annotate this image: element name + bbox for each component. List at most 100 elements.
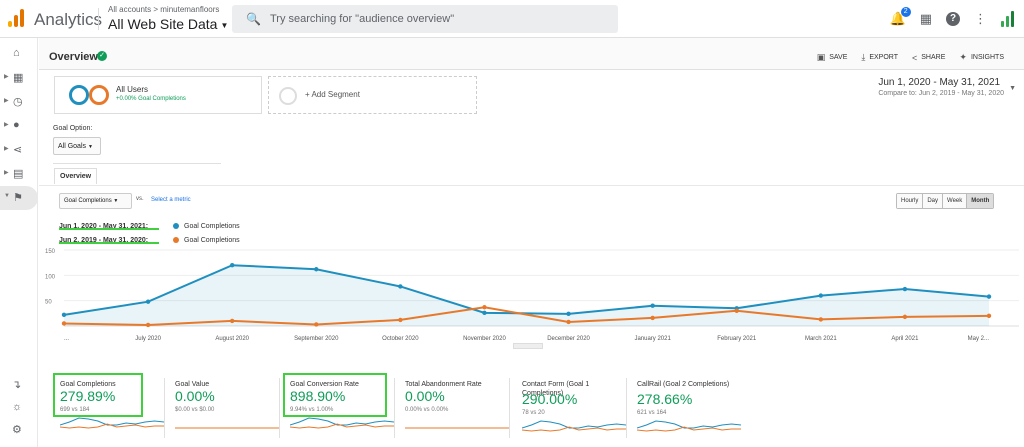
scorecard[interactable]: Goal Value 0.00% $0.00 vs $0.00	[167, 370, 279, 436]
scorecard[interactable]: Total Abandonment Rate 0.00% 0.00% vs 0.00…	[397, 370, 509, 436]
scorecard-comparison: 78 vs 20	[522, 410, 545, 416]
data-point-compare	[482, 305, 487, 310]
behavior-icon: ▤	[13, 168, 24, 180]
nav-acquisition[interactable]: ▶ ⋖	[0, 138, 38, 162]
export-button[interactable]: ⤓ EXPORT	[861, 52, 898, 63]
sparkline-compare	[290, 423, 394, 429]
x-tick-label: May 2...	[968, 336, 990, 342]
scorecard-sparkline	[637, 420, 741, 432]
segment-sub: +0.00% Goal Completions	[116, 96, 186, 102]
scorecard-comparison: 699 vs 184	[60, 407, 90, 413]
legend-row-current: Jun 1, 2020 - May 31, 2021: Goal Complet…	[59, 219, 240, 233]
data-point-current	[650, 303, 655, 308]
scorecard-comparison: 9.94% vs 1.00%	[290, 407, 334, 413]
granularity-toggle: Hourly Day Week Month	[896, 193, 995, 209]
granularity-day[interactable]: Day	[923, 194, 944, 208]
select-metric-link[interactable]: Select a metric	[151, 197, 191, 203]
highlight-underline-compare	[59, 242, 159, 244]
x-tick-label: October 2020	[382, 336, 419, 342]
insights-icon: ✦	[959, 52, 967, 62]
scorecard-value: 898.90%	[290, 388, 346, 404]
data-point-current	[902, 286, 908, 292]
scorecard-value: 278.66%	[637, 391, 693, 407]
clock-icon: ◷	[13, 96, 23, 108]
date-range-primary: Jun 1, 2020 - May 31, 2021	[878, 77, 1001, 88]
sparkline-compare	[60, 423, 164, 429]
nav-home[interactable]: ⌂	[0, 42, 38, 66]
metric-select[interactable]: Goal Completions ▼	[59, 193, 132, 209]
account-name: All Web Site Data	[108, 16, 218, 32]
scorecard-divider	[164, 378, 165, 438]
more-vert-icon[interactable]: ⋮	[974, 11, 987, 26]
scorecard[interactable]: Goal Completions 279.89% 699 vs 184	[52, 370, 164, 436]
y-tick-label: 100	[45, 274, 56, 280]
chevron-down-icon: ▼	[1009, 85, 1016, 92]
scorecard-sparkline	[522, 420, 626, 432]
nav-behavior[interactable]: ▶ ▤	[0, 162, 38, 186]
series-line-compare	[63, 306, 990, 326]
date-range-picker[interactable]: Jun 1, 2020 - May 31, 2021 Compare to: J…	[878, 77, 1016, 97]
data-point-compare	[61, 321, 67, 326]
segment-all-users[interactable]: All Users +0.00% Goal Completions	[54, 76, 262, 114]
data-point-current	[566, 311, 571, 317]
gear-icon[interactable]: ⚙	[12, 424, 22, 436]
connector-icon[interactable]: ↴	[12, 379, 22, 391]
scorecard[interactable]: Goal Conversion Rate 898.90% 9.94% vs 1.00…	[282, 370, 394, 436]
apps-grid-icon[interactable]: ▦	[919, 11, 932, 26]
scorecard[interactable]: CallRail (Goal 2 Completions) 278.66% 621 …	[629, 370, 741, 436]
person-icon: ●	[13, 119, 20, 131]
notification-badge: 2	[900, 7, 911, 17]
help-icon[interactable]: ?	[946, 12, 960, 26]
vs-label: vs.	[136, 196, 144, 202]
chart-resize-handle[interactable]	[513, 343, 543, 349]
nav-realtime[interactable]: ▶ ◷	[0, 90, 38, 114]
analytics-logo[interactable]	[8, 9, 24, 27]
bulb-icon[interactable]: ☼	[12, 401, 23, 413]
analytics-mini-logo-icon[interactable]	[1001, 11, 1014, 27]
nav-audience[interactable]: ▶ ●	[0, 114, 38, 138]
data-point-current	[482, 310, 487, 316]
y-tick-label: 150	[45, 249, 56, 255]
scorecard-label: CallRail (Goal 2 Completions)	[637, 381, 730, 388]
save-icon: ▣	[816, 52, 826, 62]
scorecard-divider	[394, 378, 395, 438]
sparkline-current	[60, 417, 164, 426]
home-icon: ⌂	[13, 47, 20, 59]
add-segment-button[interactable]: + Add Segment	[268, 76, 477, 114]
app-title: Analytics	[34, 10, 103, 29]
data-point-current	[986, 294, 992, 299]
scorecard-label: Goal Value	[175, 381, 210, 388]
add-segment-circle-icon	[279, 87, 297, 105]
nav-conversions[interactable]: ▼ ⚑	[0, 186, 38, 210]
granularity-hourly[interactable]: Hourly	[897, 194, 924, 208]
scorecard-sparkline	[290, 417, 394, 429]
x-tick-label: ...	[64, 336, 69, 342]
data-point-compare	[229, 318, 235, 324]
tab-overview[interactable]: Overview	[54, 168, 97, 184]
account-selector[interactable]: All Web Site Data ▼	[108, 16, 228, 32]
goal-completions-chart[interactable]: 150 100 50... July 2020 August 2020 September…	[39, 248, 1024, 343]
add-segment-label: + Add Segment	[305, 90, 360, 99]
legend-date-current: Jun 1, 2020 - May 31, 2021:	[59, 222, 149, 230]
metric-select-value: Goal Completions	[64, 198, 112, 204]
goal-option-select[interactable]: All Goals ▼	[53, 137, 101, 155]
save-button[interactable]: ▣ SAVE	[817, 52, 848, 63]
highlight-box	[283, 373, 387, 417]
scorecard-label: Goal Conversion Rate	[290, 381, 359, 388]
account-breadcrumb[interactable]: All accounts > minutemanfloors	[108, 5, 220, 14]
notifications-bell-icon[interactable]: 🔔 2	[890, 7, 911, 27]
segment-ring-icon	[69, 85, 89, 105]
granularity-week[interactable]: Week	[943, 194, 968, 208]
nav-customization[interactable]: ▶ ▦	[0, 66, 38, 90]
data-point-current	[229, 263, 235, 268]
x-tick-label: July 2020	[135, 336, 161, 342]
granularity-month[interactable]: Month	[967, 194, 994, 208]
insights-button[interactable]: ✦ INSIGHTS	[959, 52, 1004, 63]
scorecard[interactable]: Contact Form (Goal 1 Completions) 290.00%…	[514, 370, 626, 436]
share-button[interactable]: < SHARE	[912, 52, 945, 63]
scorecard-divider	[279, 378, 280, 438]
search-bar[interactable]: 🔍 Try searching for "audience overview"	[232, 5, 618, 33]
legend-dot-current	[173, 223, 179, 229]
scorecard-label: Goal Completions	[60, 381, 116, 388]
x-tick-label: March 2021	[805, 336, 837, 342]
